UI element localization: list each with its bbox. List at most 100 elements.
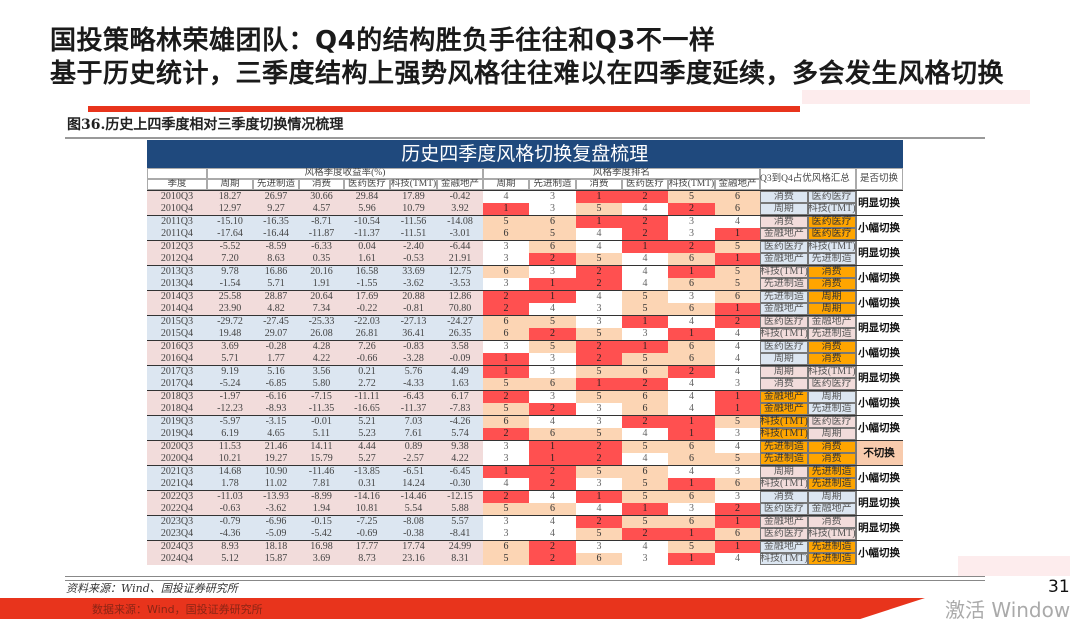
table-row: 2021Q4 1.78 11.02 7.81 0.31 14.24 -0.30 4 2 3 5 1 6 科… <box>147 478 903 491</box>
table-row: 2012Q4 7.20 8.63 0.35 1.61 -0.53 21.91 3 2 5 4 6 1 金融… <box>147 253 903 266</box>
return-cell: 29.07 <box>253 328 299 341</box>
figure-caption: 图36.历史上四季度相对三季度切换情况梳理 <box>67 117 344 133</box>
top-style-cell: 先进制造 <box>760 278 808 291</box>
switch-status-cell: 不切换 <box>855 440 903 466</box>
rank-cell: 1 <box>715 303 760 316</box>
table-row: 2023Q4 -4.36 -5.09 -5.42 -0.69 -0.38 -8.41 3 4 5 2… <box>147 528 903 541</box>
rank-col-header: 医药医疗 <box>622 179 668 191</box>
rank-cell: 6 <box>529 215 576 228</box>
rank-cell: 6 <box>622 403 668 416</box>
source-note-behind: 数据来源：Wind，国投证券研究所 <box>92 603 263 616</box>
period-cell: 2014Q4 <box>147 303 207 316</box>
rank-cell: 2 <box>668 203 715 216</box>
return-cell: 1.63 <box>437 378 483 391</box>
top-style-cell: 医药医疗 <box>760 315 808 328</box>
rank-cell: 3 <box>483 253 529 266</box>
rank-cell: 1 <box>576 215 622 228</box>
return-cell: -11.35 <box>299 403 344 416</box>
return-cell: -24.27 <box>437 315 483 328</box>
return-cell: -5.52 <box>207 240 253 253</box>
decorative-pink-band <box>802 90 1030 104</box>
rank-cell: 5 <box>576 465 622 478</box>
period-header: 季度 <box>147 179 207 191</box>
return-col-header: 先进制造 <box>253 179 299 191</box>
rank-cell: 4 <box>715 365 760 378</box>
top-style-cell: 消费 <box>760 378 808 391</box>
return-cell: -4.36 <box>207 528 253 541</box>
return-cell: -8.08 <box>390 515 437 528</box>
return-cell: 28.87 <box>253 290 299 303</box>
period-cell: 2017Q4 <box>147 378 207 391</box>
return-cell: -13.93 <box>253 490 299 503</box>
period-cell: 2018Q3 <box>147 390 207 403</box>
return-cell: 20.16 <box>299 265 344 278</box>
rank-cell: 4 <box>622 203 668 216</box>
rank-cell: 5 <box>622 478 668 491</box>
top-style-cell: 周期 <box>807 290 856 303</box>
top-style-cell: 科技(TMT) <box>760 415 808 428</box>
rank-cell: 1 <box>668 528 715 541</box>
caption-rule <box>65 137 985 139</box>
return-cell: -3.62 <box>390 278 437 291</box>
rank-cell: 3 <box>622 553 668 566</box>
rank-cell: 4 <box>576 503 622 516</box>
top-style-cell: 金融地产 <box>760 228 808 241</box>
switch-status-cell: 明显切换 <box>855 190 903 216</box>
period-cell: 2022Q4 <box>147 503 207 516</box>
rank-cell: 6 <box>622 465 668 478</box>
period-cell: 2013Q3 <box>147 265 207 278</box>
return-cell: -0.30 <box>437 478 483 491</box>
top-style-cell: 消费 <box>760 190 808 203</box>
period-cell: 2014Q3 <box>147 290 207 303</box>
rank-cell: 1 <box>715 403 760 416</box>
rank-cell: 5 <box>622 353 668 366</box>
return-cell: 23.16 <box>390 553 437 566</box>
return-cell: 15.79 <box>299 453 344 466</box>
rank-cell: 5 <box>576 390 622 403</box>
top-style-cell: 金融地产 <box>807 503 856 516</box>
return-cell: -7.83 <box>437 403 483 416</box>
table-row: 2020Q3 11.53 21.46 14.11 4.44 0.89 9.38 3 1 2 5 6 4 先… <box>147 440 903 466</box>
rank-cell: 2 <box>576 453 622 466</box>
return-cell: 24.99 <box>437 540 483 553</box>
rank-cell: 3 <box>715 428 760 441</box>
return-cell: 2.72 <box>344 378 390 391</box>
switch-status-cell: 小幅切换 <box>855 465 903 491</box>
top-style-cell: 科技(TMT) <box>760 428 808 441</box>
period-cell: 2017Q3 <box>147 365 207 378</box>
return-cell: 4.28 <box>299 340 344 353</box>
return-cell: -5.42 <box>299 528 344 541</box>
rank-cell: 5 <box>483 503 529 516</box>
rank-cell: 6 <box>715 203 760 216</box>
return-cell: -14.46 <box>390 490 437 503</box>
period-cell: 2011Q3 <box>147 215 207 228</box>
rank-cell: 6 <box>483 228 529 241</box>
rank-cell: 2 <box>529 540 576 553</box>
footer-rule <box>65 576 985 581</box>
rank-cell: 5 <box>576 328 622 341</box>
rank-cell: 6 <box>668 353 715 366</box>
rank-cell: 3 <box>715 378 760 391</box>
period-cell: 2021Q3 <box>147 465 207 478</box>
return-cell: -2.57 <box>390 453 437 466</box>
return-cell: 5.88 <box>437 503 483 516</box>
table-row: 2023Q3 -0.79 -6.96 -0.15 -7.25 -8.08 5.57 3 4 2 5 6… <box>147 515 903 541</box>
return-cell: -4.26 <box>437 415 483 428</box>
period-cell: 2023Q3 <box>147 515 207 528</box>
return-cell: 8.73 <box>344 553 390 566</box>
return-cell: 8.63 <box>253 253 299 266</box>
return-cell: -5.97 <box>207 415 253 428</box>
return-cell: 4.22 <box>299 353 344 366</box>
rank-cell: 5 <box>622 290 668 303</box>
rank-cell: 3 <box>483 278 529 291</box>
return-cell: 16.86 <box>253 265 299 278</box>
switch-status-cell: 明显切换 <box>855 365 903 391</box>
rank-cell: 2 <box>622 228 668 241</box>
return-cell: 19.27 <box>253 453 299 466</box>
rank-cell: 5 <box>483 553 529 566</box>
table-row: 2015Q3 -29.72 -27.45 -25.33 -22.03 -27.13 -24.… <box>147 315 903 341</box>
period-cell: 2020Q3 <box>147 440 207 453</box>
table-row: 2024Q4 5.12 15.87 3.69 8.73 23.16 8.31 5 2 6 3 1 4 科技… <box>147 553 903 566</box>
rank-cell: 5 <box>529 340 576 353</box>
rank-cell: 3 <box>529 390 576 403</box>
